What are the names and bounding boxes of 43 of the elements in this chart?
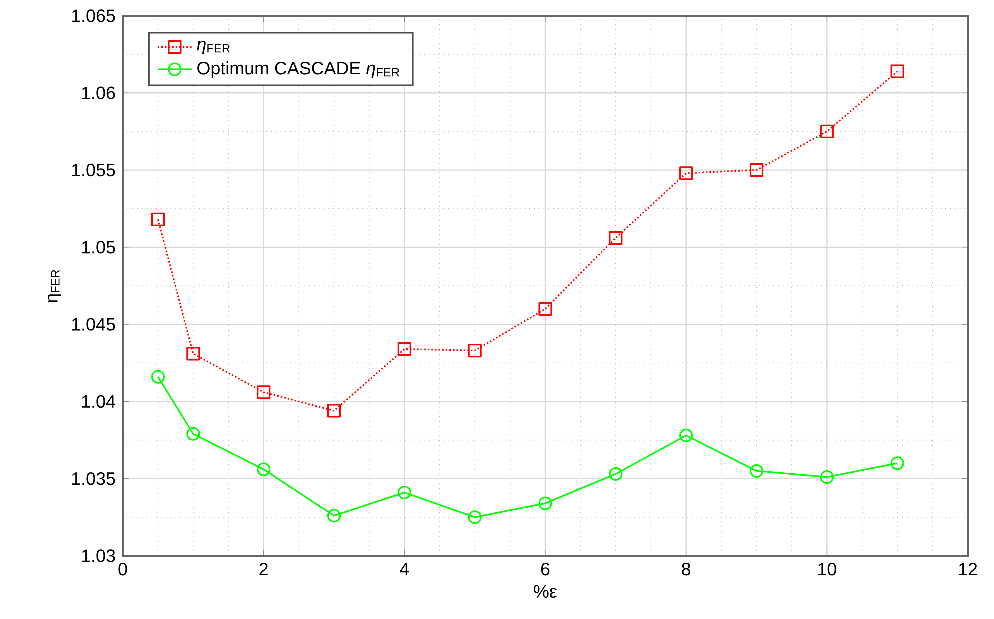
y-tick-label: 1.055: [72, 164, 116, 177]
y-tick-label: 1.035: [72, 472, 116, 486]
point: [327, 404, 342, 418]
point: [151, 212, 166, 226]
point: [468, 344, 482, 358]
y-tick-label: 1.045: [72, 318, 116, 331]
point: [680, 166, 694, 180]
point: [538, 496, 552, 510]
x-tick-label: 2: [260, 563, 268, 576]
point: [398, 486, 412, 500]
y-tick-label: 1.04: [82, 395, 116, 408]
x-tick-label: 4: [400, 563, 410, 576]
y-tick-label: 1.03: [82, 550, 116, 562]
y-tick-label: 1.06: [82, 86, 116, 100]
point: [468, 510, 482, 524]
point: [398, 342, 412, 356]
point: [750, 163, 764, 178]
point: [257, 462, 271, 476]
point: [538, 302, 552, 316]
point: [890, 456, 904, 470]
point: [680, 428, 694, 442]
point: [186, 427, 200, 441]
point: [151, 370, 166, 384]
y-tick-label: 1.05: [82, 241, 116, 254]
x-tick-label: 6: [541, 563, 550, 576]
legend-label: η$_{FER}$: [197, 40, 230, 54]
point: [750, 464, 764, 478]
point: [327, 509, 342, 523]
x-tick-label: 12: [959, 563, 978, 576]
point: [820, 124, 834, 139]
x-axis-title: %ε: [534, 585, 558, 598]
x-tick-label: 10: [818, 563, 836, 576]
point: [820, 470, 834, 484]
point: [257, 386, 271, 400]
point: [186, 347, 200, 361]
y-tick-label: 1.065: [72, 10, 116, 22]
point: [609, 231, 623, 245]
point: [609, 467, 623, 482]
point: [890, 64, 904, 78]
legend-label: Optimum CASCADE η$_{FER}$: [198, 62, 400, 78]
x-tick-label: 0: [118, 563, 128, 576]
y-axis-title: η$_{FER}$: [48, 270, 62, 303]
x-tick-label: 8: [682, 563, 691, 576]
